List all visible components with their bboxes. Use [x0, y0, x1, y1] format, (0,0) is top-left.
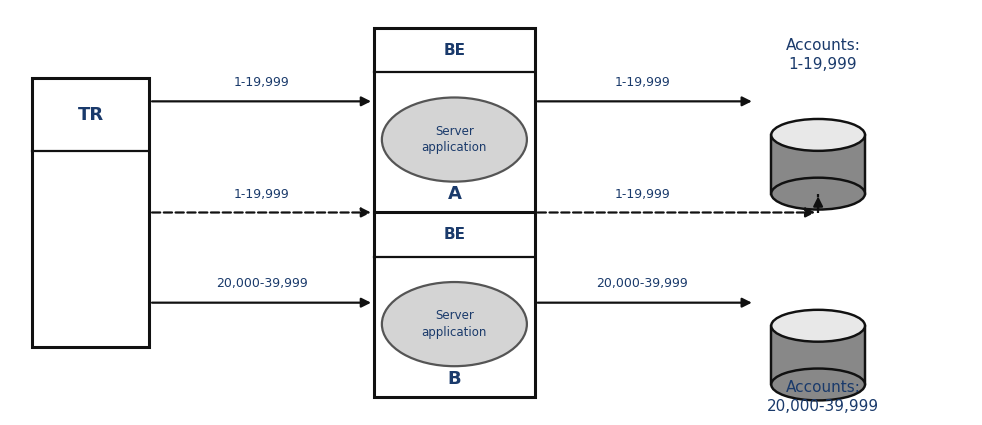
Ellipse shape: [382, 282, 527, 366]
Ellipse shape: [382, 97, 527, 181]
Bar: [374, 212, 535, 397]
Text: A: A: [448, 185, 462, 203]
Text: 1-19,999: 1-19,999: [615, 76, 671, 89]
Polygon shape: [771, 326, 865, 385]
Text: 20,000-39,999: 20,000-39,999: [216, 277, 307, 290]
Polygon shape: [771, 135, 865, 194]
Text: 20,000-39,999: 20,000-39,999: [596, 277, 688, 290]
Text: Accounts:
1-19,999: Accounts: 1-19,999: [786, 38, 860, 72]
Text: TR: TR: [78, 105, 104, 124]
Text: B: B: [448, 370, 462, 388]
Ellipse shape: [771, 119, 865, 151]
Text: BE: BE: [444, 227, 465, 242]
Text: Server
application: Server application: [421, 309, 487, 339]
Ellipse shape: [771, 178, 865, 210]
Text: BE: BE: [444, 42, 465, 58]
Text: Server
application: Server application: [421, 125, 487, 154]
Bar: [374, 28, 535, 212]
Ellipse shape: [771, 310, 865, 342]
Text: 1-19,999: 1-19,999: [234, 76, 290, 89]
Text: 1-19,999: 1-19,999: [615, 188, 671, 201]
Text: 1-19,999: 1-19,999: [234, 188, 290, 201]
Bar: [32, 78, 149, 347]
Text: Accounts:
20,000-39,999: Accounts: 20,000-39,999: [767, 380, 879, 414]
Ellipse shape: [771, 368, 865, 400]
